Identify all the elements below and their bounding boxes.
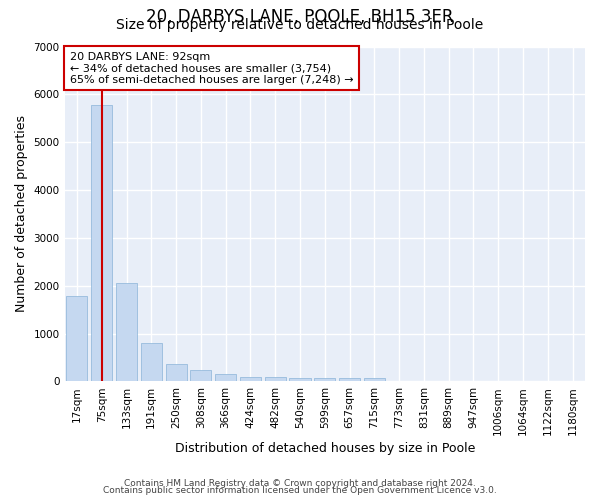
Bar xyxy=(141,343,162,382)
Bar xyxy=(265,376,286,382)
Bar xyxy=(215,374,236,382)
Bar xyxy=(166,364,187,382)
Bar xyxy=(364,378,385,382)
Text: 20, DARBYS LANE, POOLE, BH15 3ER: 20, DARBYS LANE, POOLE, BH15 3ER xyxy=(146,8,454,26)
Bar xyxy=(339,378,360,382)
Bar xyxy=(116,283,137,382)
Bar xyxy=(289,378,311,382)
Bar xyxy=(240,376,261,382)
Text: Size of property relative to detached houses in Poole: Size of property relative to detached ho… xyxy=(116,18,484,32)
Text: Contains public sector information licensed under the Open Government Licence v3: Contains public sector information licen… xyxy=(103,486,497,495)
Y-axis label: Number of detached properties: Number of detached properties xyxy=(15,116,28,312)
Bar xyxy=(91,105,112,382)
X-axis label: Distribution of detached houses by size in Poole: Distribution of detached houses by size … xyxy=(175,442,475,455)
Text: 20 DARBYS LANE: 92sqm
← 34% of detached houses are smaller (3,754)
65% of semi-d: 20 DARBYS LANE: 92sqm ← 34% of detached … xyxy=(70,52,353,84)
Text: Contains HM Land Registry data © Crown copyright and database right 2024.: Contains HM Land Registry data © Crown c… xyxy=(124,478,476,488)
Bar xyxy=(314,378,335,382)
Bar xyxy=(67,296,88,382)
Bar xyxy=(190,370,211,382)
